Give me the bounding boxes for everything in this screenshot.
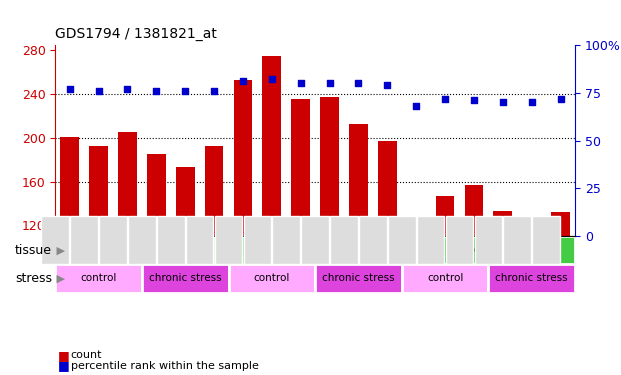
Text: percentile rank within the sample: percentile rank within the sample [71, 361, 259, 371]
Bar [229, 264, 315, 292]
Text: stress: stress [15, 272, 52, 285]
Point [440, 96, 450, 102]
Bar [176, 167, 194, 236]
Text: ■: ■ [58, 349, 70, 362]
Point [498, 99, 508, 105]
Bar [89, 146, 108, 236]
Text: control: control [253, 273, 290, 284]
Bar [320, 98, 339, 236]
Bar [551, 212, 570, 236]
Text: chronic stress: chronic stress [322, 273, 395, 284]
Bar [436, 196, 455, 236]
Bar [118, 132, 137, 236]
Bar [60, 137, 79, 236]
Text: control: control [80, 273, 117, 284]
Text: count: count [71, 351, 102, 360]
Bar [402, 236, 575, 264]
Point [527, 99, 537, 105]
Point [152, 88, 161, 94]
Bar [494, 211, 512, 236]
Bar [349, 124, 368, 236]
Point [556, 96, 566, 102]
Bar [55, 236, 229, 264]
Point [267, 76, 277, 82]
Text: ▶: ▶ [53, 273, 65, 284]
Bar [402, 264, 488, 292]
Text: cortex: cortex [124, 245, 160, 255]
Bar [522, 224, 541, 236]
Text: hippocampus: hippocampus [451, 245, 526, 255]
Bar [315, 264, 402, 292]
Point [122, 86, 132, 92]
Text: chronic stress: chronic stress [149, 273, 222, 284]
Point [94, 88, 104, 94]
Bar [407, 223, 425, 236]
Bar [55, 264, 142, 292]
Bar [263, 56, 281, 236]
Point [353, 80, 363, 86]
Bar [378, 141, 397, 236]
Point [469, 98, 479, 104]
Point [325, 80, 335, 86]
Text: chronic stress: chronic stress [496, 273, 568, 284]
Bar [488, 264, 575, 292]
Point [209, 88, 219, 94]
Text: control: control [427, 273, 463, 284]
Point [411, 103, 421, 109]
Point [383, 82, 392, 88]
Bar [233, 80, 252, 236]
Bar [229, 236, 402, 264]
Text: GDS1794 / 1381821_at: GDS1794 / 1381821_at [55, 27, 217, 41]
Text: ▶: ▶ [53, 245, 65, 255]
Bar [291, 99, 310, 236]
Point [65, 86, 75, 92]
Text: amygdala: amygdala [288, 245, 343, 255]
Point [238, 78, 248, 84]
Bar [205, 146, 224, 236]
Bar [142, 264, 229, 292]
Point [296, 80, 306, 86]
Text: tissue: tissue [15, 244, 52, 257]
Point [180, 88, 190, 94]
Bar [465, 185, 483, 236]
Bar [147, 154, 166, 236]
Text: ■: ■ [58, 360, 70, 372]
